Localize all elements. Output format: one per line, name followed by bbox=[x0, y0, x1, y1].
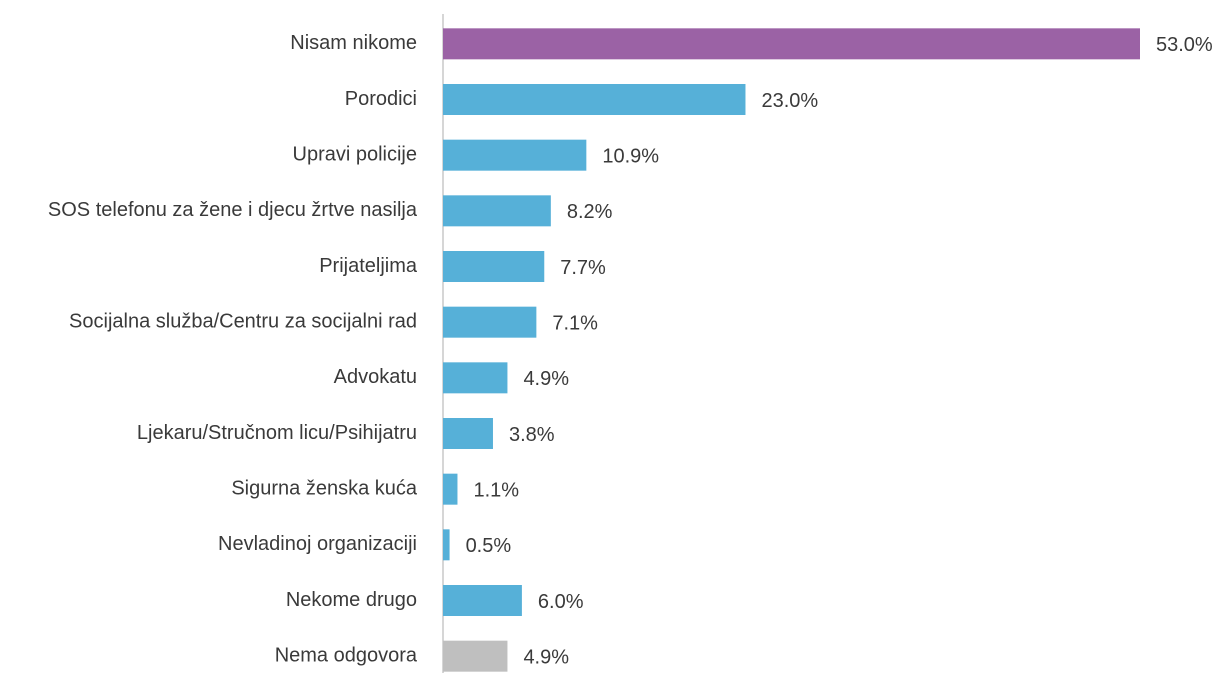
data-label: 23.0% bbox=[761, 90, 818, 112]
data-label: 4.9% bbox=[523, 368, 569, 390]
bar bbox=[443, 195, 551, 227]
data-label: 4.9% bbox=[523, 646, 569, 668]
category-label: Upravi policije bbox=[293, 143, 418, 165]
bar bbox=[443, 473, 458, 505]
category-label: Nema odgovora bbox=[275, 644, 418, 666]
category-label: Prijateljima bbox=[319, 255, 418, 277]
data-label: 3.8% bbox=[509, 424, 555, 446]
bar bbox=[443, 28, 1140, 60]
data-label: 6.0% bbox=[538, 591, 584, 613]
bar bbox=[443, 251, 545, 282]
category-label: Nisam nikome bbox=[290, 32, 417, 54]
bar bbox=[443, 640, 508, 672]
data-label: 7.7% bbox=[560, 257, 606, 279]
data-label: 8.2% bbox=[567, 201, 613, 223]
data-label: 7.1% bbox=[552, 312, 598, 334]
data-label: 10.9% bbox=[602, 145, 659, 167]
category-label: Advokatu bbox=[334, 366, 417, 388]
bar bbox=[443, 529, 450, 561]
bar bbox=[443, 418, 493, 449]
category-label: Socijalna služba/Centru za socijalni rad bbox=[69, 310, 417, 332]
data-label: 1.1% bbox=[473, 479, 519, 501]
category-label: Ljekaru/Stručnom licu/Psihijatru bbox=[137, 422, 417, 444]
bar bbox=[443, 139, 587, 171]
bar bbox=[443, 585, 522, 616]
category-label: Nekome drugo bbox=[286, 589, 417, 611]
category-label: Porodici bbox=[345, 88, 417, 110]
category-label: Sigurna ženska kuća bbox=[231, 477, 418, 499]
data-label: 0.5% bbox=[466, 535, 512, 557]
bar bbox=[443, 306, 537, 338]
category-label: Nevladinoj organizaciji bbox=[218, 533, 417, 555]
bar bbox=[443, 84, 746, 115]
bar bbox=[443, 362, 508, 394]
category-label: SOS telefonu za žene i djecu žrtve nasil… bbox=[48, 199, 418, 221]
data-label: 53.0% bbox=[1156, 34, 1213, 56]
